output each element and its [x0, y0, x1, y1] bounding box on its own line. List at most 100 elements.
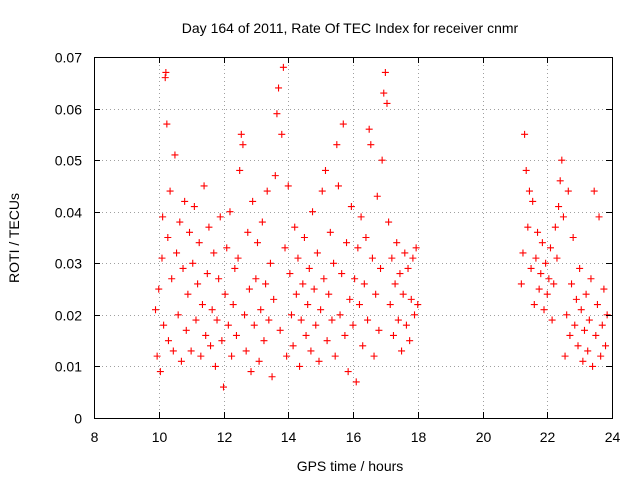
data-point — [378, 156, 386, 164]
data-point — [411, 311, 419, 319]
data-point — [287, 311, 295, 319]
data-point — [203, 270, 211, 278]
data-point — [346, 295, 354, 303]
data-point — [300, 234, 308, 241]
data-point — [278, 130, 286, 138]
data-point — [527, 264, 535, 272]
data-point — [367, 141, 375, 149]
data-point — [189, 259, 197, 267]
data-point — [593, 301, 601, 309]
data-point — [398, 347, 406, 355]
data-point — [414, 301, 422, 309]
x-tick-label: 10 — [152, 429, 168, 445]
data-point — [161, 74, 169, 82]
data-point — [260, 337, 268, 345]
data-point — [302, 331, 310, 339]
data-point — [532, 254, 540, 262]
data-point — [268, 373, 276, 381]
data-point — [388, 254, 396, 262]
data-point — [155, 285, 163, 293]
data-point — [364, 316, 372, 324]
data-point — [158, 254, 166, 262]
data-point — [394, 316, 402, 324]
data-point — [354, 244, 362, 252]
data-point — [291, 223, 299, 231]
data-point — [406, 337, 414, 345]
data-point — [347, 203, 355, 211]
data-point — [207, 342, 215, 350]
data-point — [521, 130, 529, 138]
data-point — [208, 306, 216, 314]
y-tick-label: 0 — [74, 411, 82, 427]
data-point — [304, 301, 312, 309]
data-point — [184, 290, 192, 298]
data-point — [556, 177, 564, 185]
data-point — [375, 326, 383, 334]
data-point — [276, 326, 284, 334]
data-point — [386, 301, 394, 309]
data-point — [309, 208, 317, 216]
data-point — [568, 280, 576, 288]
data-point — [255, 357, 263, 365]
x-tick-label: 14 — [281, 429, 297, 445]
data-point — [542, 259, 550, 267]
data-point — [373, 192, 381, 200]
data-point — [603, 311, 611, 319]
data-point — [576, 264, 584, 272]
data-point — [294, 254, 302, 262]
data-point — [325, 290, 333, 298]
data-point — [305, 264, 313, 272]
data-point — [597, 352, 605, 360]
data-point — [166, 187, 174, 195]
data-point — [360, 280, 368, 288]
data-point — [281, 244, 289, 252]
data-point — [574, 342, 582, 350]
x-tick-label: 18 — [411, 429, 427, 445]
y-tick-labels: 0 0.01 0.02 0.03 0.04 0.05 0.06 0.07 — [55, 50, 82, 427]
data-point — [266, 259, 274, 267]
data-point — [211, 362, 219, 370]
x-tick-label: 16 — [346, 429, 362, 445]
data-point — [339, 120, 347, 128]
data-point — [252, 275, 260, 283]
data-point — [289, 342, 297, 350]
y-tick-label: 0.07 — [55, 50, 82, 66]
data-point — [200, 182, 208, 190]
data-point — [220, 383, 227, 391]
data-point — [538, 239, 546, 247]
data-point — [572, 295, 580, 303]
data-point — [559, 213, 567, 221]
data-point — [265, 316, 273, 324]
data-point — [296, 362, 304, 370]
data-point — [530, 301, 538, 309]
x-axis-title: GPS time / hours — [297, 458, 404, 474]
data-point — [535, 285, 543, 293]
x-tick-label: 8 — [91, 429, 99, 445]
data-point — [273, 110, 281, 118]
axis-ticks — [94, 57, 613, 419]
y-tick-label: 0.01 — [55, 359, 82, 375]
y-tick-label: 0.02 — [55, 308, 82, 324]
data-point — [263, 187, 271, 195]
data-point — [286, 270, 294, 278]
data-point — [561, 352, 569, 360]
data-point — [320, 275, 328, 283]
data-point — [152, 306, 160, 314]
data-point — [548, 316, 556, 324]
data-point — [174, 311, 182, 319]
x-tick-label: 24 — [605, 429, 621, 445]
data-point — [401, 249, 409, 257]
data-point — [546, 244, 554, 252]
data-point — [186, 228, 194, 236]
data-point — [242, 347, 250, 355]
data-point — [228, 352, 236, 360]
data-point — [402, 321, 410, 329]
data-point — [247, 368, 255, 376]
data-point — [224, 321, 232, 329]
data-point — [164, 234, 172, 241]
data-point — [284, 182, 292, 190]
data-point — [584, 347, 592, 355]
data-point — [163, 120, 171, 128]
data-point — [198, 301, 206, 309]
data-point — [323, 337, 331, 345]
